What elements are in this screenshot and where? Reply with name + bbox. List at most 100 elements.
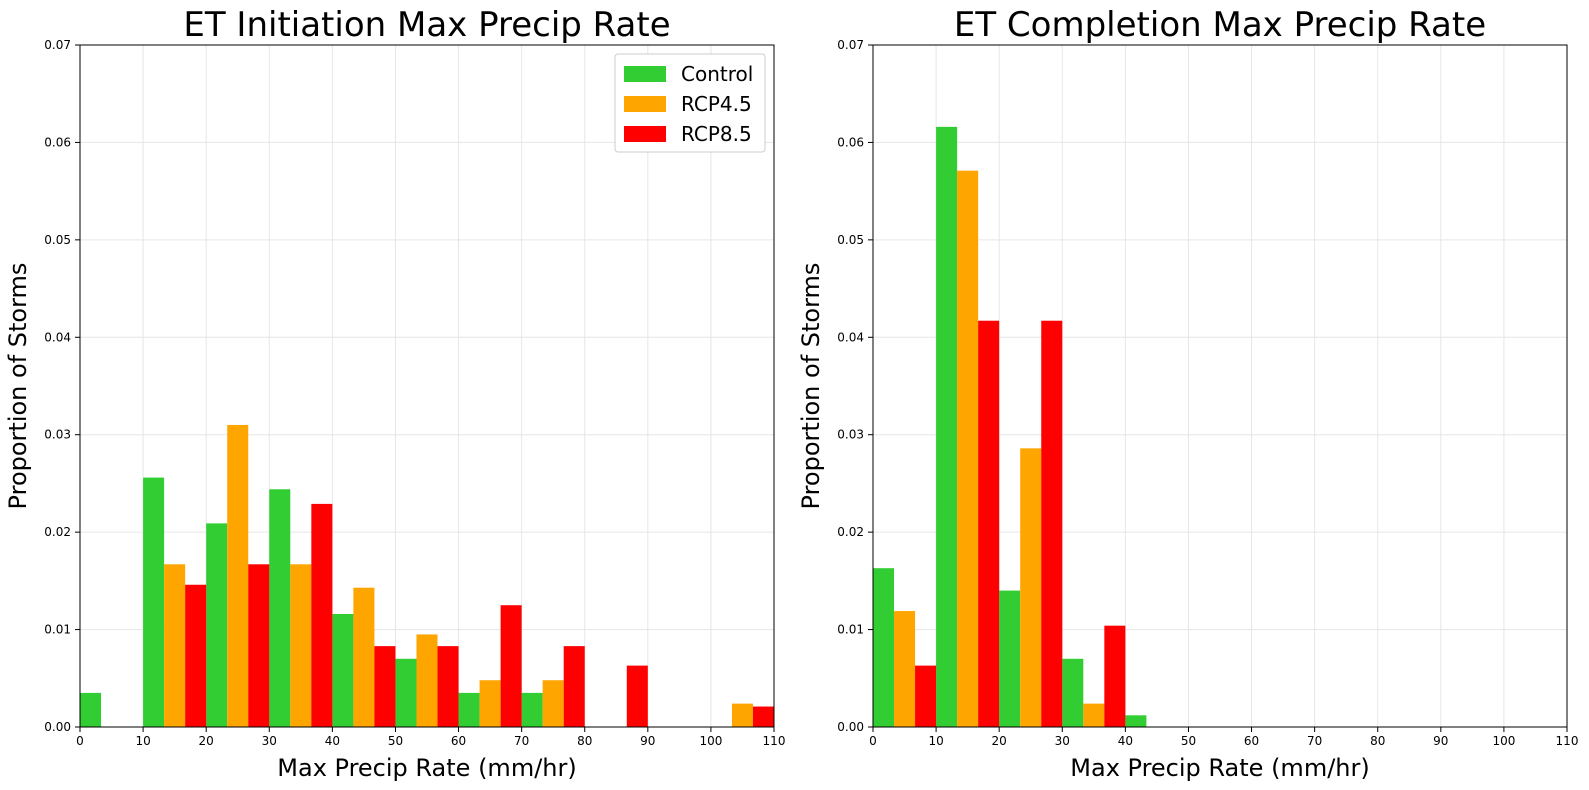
axes-frame <box>79 44 775 728</box>
x-tick-label: 80 <box>1370 734 1385 748</box>
legend: Control RCP4.5 RCP8.5 <box>614 53 766 153</box>
bar-rcp85-bin-3 <box>1104 625 1126 727</box>
bar-rcp85-bin-1 <box>185 584 207 727</box>
x-ticks: 0 10 20 30 40 50 60 70 80 90 100 110 <box>869 727 1578 748</box>
x-tick-label: 40 <box>1118 734 1133 748</box>
x-tick-label: 100 <box>1492 734 1515 748</box>
y-tick-label: 0.03 <box>837 428 864 442</box>
y-tick-label: 0.07 <box>837 38 864 52</box>
x-tick-label: 50 <box>1181 734 1196 748</box>
y-tick-label: 0.01 <box>44 623 71 637</box>
bar-rcp85-bin-4 <box>374 646 396 727</box>
y-tick-label: 0.00 <box>44 720 71 734</box>
y-ticks: 0.00 0.01 0.02 0.03 0.04 0.05 0.06 0.07 <box>44 38 80 734</box>
x-axis-label: Max Precip Rate (mm/hr) <box>1070 754 1369 782</box>
bar-rcp45-bin-4 <box>353 587 375 727</box>
x-tick-label: 60 <box>451 734 466 748</box>
bar-control-bin-6 <box>458 692 480 727</box>
x-tick-label: 30 <box>262 734 277 748</box>
legend-swatch <box>624 66 666 82</box>
chart-panel-2: 0 10 20 30 40 50 60 70 80 90 100 1100.000.010.020.0… <box>797 5 1578 782</box>
axes-frame <box>872 44 1568 728</box>
x-tick-label: 90 <box>1433 734 1448 748</box>
bar-rcp45-bin-6 <box>479 680 501 727</box>
bar-rcp45-bin-3 <box>1083 703 1105 727</box>
x-tick-label: 100 <box>699 734 722 748</box>
legend-label: RCP4.5 <box>681 92 752 116</box>
x-axis-label: Max Precip Rate (mm/hr) <box>277 754 576 782</box>
bar-rcp85-bin-0 <box>915 665 937 727</box>
bar-rcp45-bin-1 <box>957 170 979 727</box>
x-tick-label: 80 <box>577 734 592 748</box>
y-tick-label: 0.01 <box>837 623 864 637</box>
chart-title: ET Initiation Max Precip Rate <box>183 5 670 45</box>
bar-control-bin-7 <box>521 692 543 727</box>
y-axis-label: Proportion of Storms <box>797 263 825 510</box>
chart-panel-1: 0 10 20 30 40 50 60 70 80 90 100 110 0.00 0.01 0.02 0.0… <box>4 5 785 782</box>
x-tick-label: 70 <box>514 734 529 748</box>
bar-rcp45-bin-10 <box>731 703 753 727</box>
bars <box>80 424 774 727</box>
y-tick-label: 0.06 <box>837 135 864 149</box>
bar-rcp45-bin-5 <box>416 634 438 727</box>
y-tick-label: 0.02 <box>44 525 71 539</box>
bar-control-bin-2 <box>999 590 1021 727</box>
chart-title: ET Completion Max Precip Rate <box>954 5 1486 45</box>
x-tick-label: 50 <box>388 734 403 748</box>
y-tick-label: 0.02 <box>837 525 864 539</box>
bar-rcp85-bin-10 <box>752 706 774 727</box>
x-tick-label: 30 <box>1055 734 1070 748</box>
x-tick-label: 20 <box>199 734 214 748</box>
legend-label: RCP8.5 <box>681 122 752 146</box>
bar-control-bin-2 <box>206 523 228 727</box>
x-tick-label: 90 <box>640 734 655 748</box>
y-tick-label: 0.04 <box>837 330 864 344</box>
bar-rcp45-bin-1 <box>164 564 186 727</box>
bar-control-bin-3 <box>269 489 291 727</box>
y-tick-label: 0.06 <box>44 135 71 149</box>
legend-swatch <box>624 126 666 142</box>
x-tick-label: 110 <box>763 734 786 748</box>
bar-control-bin-3 <box>1062 658 1084 727</box>
x-tick-label: 70 <box>1307 734 1322 748</box>
bar-control-bin-0 <box>80 692 102 727</box>
bar-rcp85-bin-2 <box>248 564 270 727</box>
x-tick-label: 40 <box>325 734 340 748</box>
bar-rcp45-bin-2 <box>1020 448 1042 727</box>
y-axis-label: Proportion of Storms <box>4 263 32 510</box>
bar-rcp45-bin-2 <box>227 424 249 727</box>
y-tick-label: 0.07 <box>44 38 71 52</box>
bar-control-bin-1 <box>143 477 165 727</box>
bar-rcp45-bin-7 <box>542 680 564 727</box>
bar-control-bin-4 <box>332 613 354 727</box>
bar-control-bin-1 <box>936 126 958 728</box>
bar-rcp85-bin-2 <box>1041 320 1063 727</box>
y-tick-label: 0.04 <box>44 330 71 344</box>
bar-control-bin-0 <box>873 568 895 727</box>
bar-rcp85-bin-7 <box>563 646 585 727</box>
bar-rcp85-bin-6 <box>500 605 522 727</box>
bar-rcp85-bin-1 <box>978 320 1000 727</box>
bars <box>873 126 1147 728</box>
bar-rcp85-bin-8 <box>626 665 648 727</box>
legend-swatch <box>624 96 666 112</box>
bar-control-bin-5 <box>395 658 417 727</box>
y-tick-label: 0.00 <box>837 720 864 734</box>
x-tick-label: 20 <box>992 734 1007 748</box>
x-tick-label: 10 <box>135 734 150 748</box>
bar-rcp85-bin-3 <box>311 503 333 727</box>
x-tick-label: 0 <box>76 734 84 748</box>
x-tick-label: 10 <box>928 734 943 748</box>
bar-rcp45-bin-0 <box>894 611 916 727</box>
x-tick-label: 110 <box>1556 734 1579 748</box>
y-tick-label: 0.05 <box>44 233 71 247</box>
x-tick-label: 60 <box>1244 734 1259 748</box>
x-ticks: 0 10 20 30 40 50 60 70 80 90 100 110 <box>76 727 785 748</box>
legend-label: Control <box>681 62 753 86</box>
y-ticks: 0.00 0.01 0.02 0.03 0.04 0.05 0.06 0.07 <box>837 38 873 734</box>
y-tick-label: 0.05 <box>837 233 864 247</box>
bar-rcp85-bin-5 <box>437 646 459 727</box>
bar-control-bin-4 <box>1125 715 1147 727</box>
bar-rcp45-bin-3 <box>290 564 312 727</box>
